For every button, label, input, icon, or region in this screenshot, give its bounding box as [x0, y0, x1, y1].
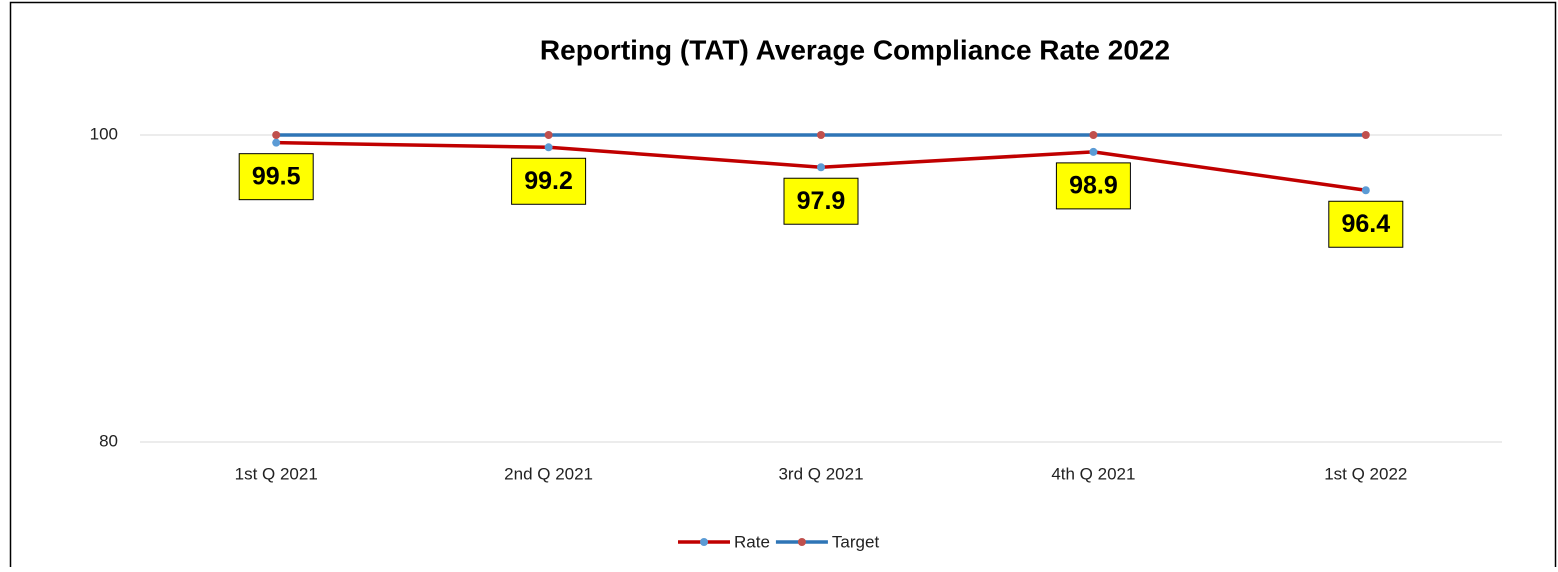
data-label: 97.9: [797, 187, 846, 215]
data-label: 99.5: [252, 162, 301, 190]
y-tick-label: 100: [90, 124, 118, 143]
series-marker: [544, 131, 553, 139]
series-marker: [544, 143, 553, 152]
x-tick-label: 1st Q 2021: [235, 464, 318, 483]
series-marker: [272, 138, 281, 147]
legend-label: Target: [832, 532, 880, 551]
x-tick-label: 2nd Q 2021: [504, 464, 593, 483]
series-marker: [817, 163, 825, 172]
legend-marker: [797, 538, 806, 546]
data-label: 98.9: [1069, 171, 1118, 199]
data-label: 99.2: [524, 167, 573, 195]
series-marker: [1361, 131, 1370, 139]
legend-label: Rate: [734, 532, 770, 551]
data-label-box: [238, 153, 314, 201]
data-label-box: [783, 177, 859, 225]
x-tick-label: 3rd Q 2021: [778, 464, 863, 483]
data-label-box: [511, 157, 587, 205]
legend-marker: [700, 538, 708, 546]
series-marker: [1089, 147, 1098, 156]
data-label: 96.4: [1341, 210, 1390, 238]
series-marker: [817, 131, 825, 139]
series-marker: [1089, 131, 1098, 139]
chart-title: Reporting (TAT) Average Compliance Rate …: [540, 34, 1170, 65]
data-label-box: [1328, 200, 1404, 248]
chart-border: [9, 1, 1557, 572]
series-marker: [272, 131, 281, 139]
x-tick-label: 1st Q 2022: [1324, 464, 1407, 483]
series-marker: [1361, 186, 1370, 195]
data-label-box: [1055, 162, 1131, 210]
x-tick-label: 4th Q 2021: [1051, 464, 1135, 483]
y-tick-label: 80: [99, 431, 118, 450]
